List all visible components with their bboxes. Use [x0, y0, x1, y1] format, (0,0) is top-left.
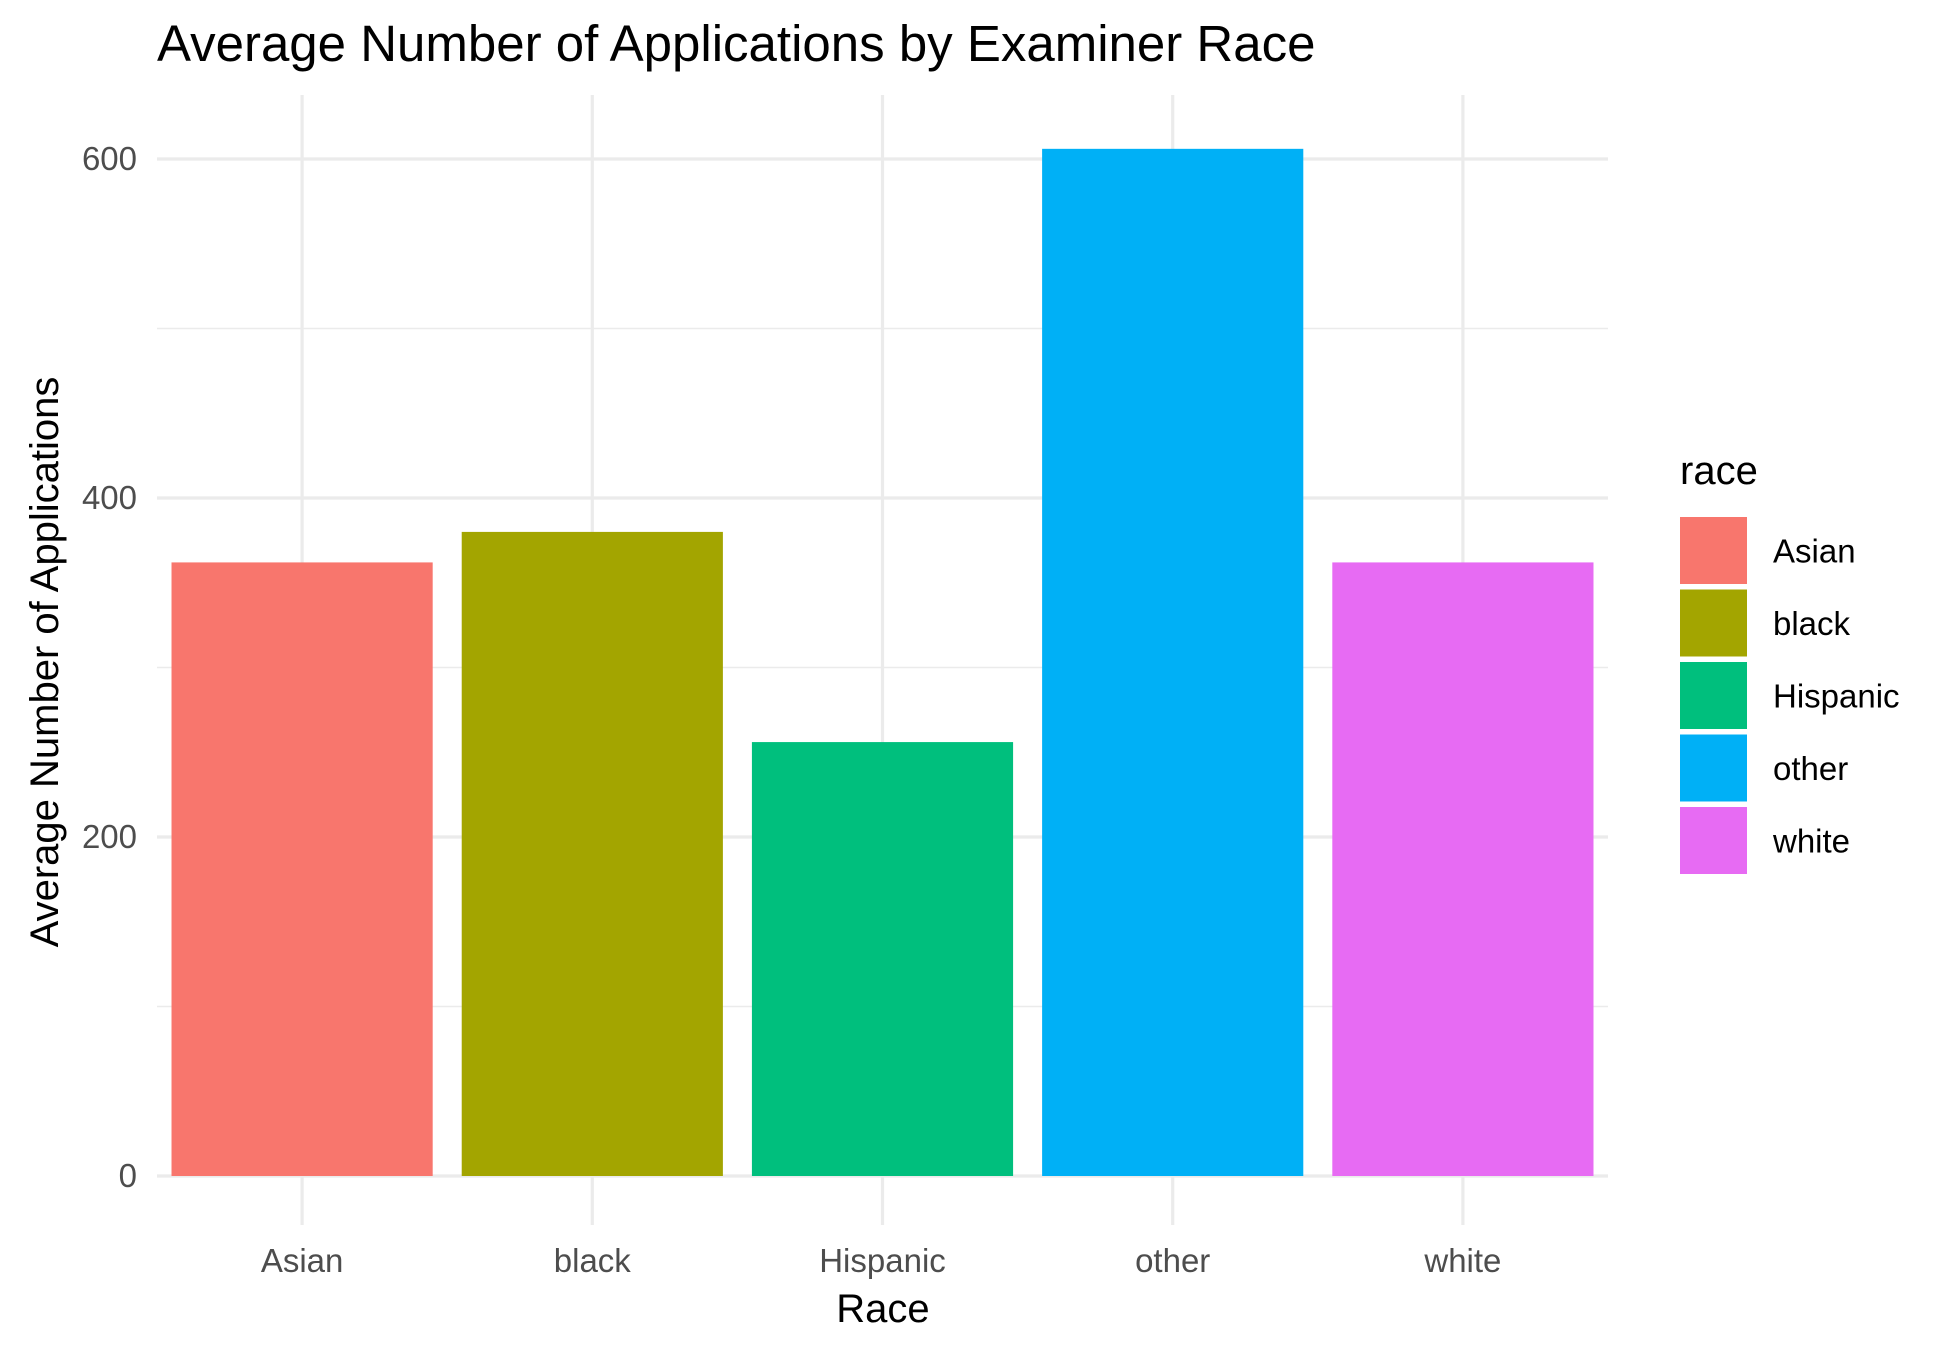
y-axis-ticks: 0 200 400 600: [82, 140, 137, 1194]
legend-key-black: [1680, 589, 1747, 657]
bar-white: [1332, 562, 1594, 1176]
legend-label: black: [1773, 605, 1851, 642]
bar-hispanic: [751, 742, 1014, 1176]
x-tick-label: white: [1423, 1242, 1501, 1279]
legend-key-white: [1680, 807, 1747, 874]
x-tick-label: Hispanic: [819, 1242, 946, 1279]
x-axis-ticks: Asian black Hispanic other white: [261, 1242, 1502, 1279]
x-tick-label: Asian: [261, 1242, 344, 1279]
x-axis-title: Race: [836, 1287, 929, 1331]
x-tick-label: other: [1135, 1242, 1210, 1279]
y-axis-title: Average Number of Applications: [23, 377, 67, 948]
bars: [171, 148, 1594, 1177]
y-tick-label: 200: [82, 818, 137, 855]
y-tick-label: 0: [119, 1157, 137, 1194]
y-tick-label: 400: [82, 479, 137, 516]
bar-black: [461, 531, 723, 1176]
bar-asian: [171, 562, 433, 1176]
legend-key-hispanic: [1680, 662, 1747, 729]
legend-label: white: [1772, 823, 1850, 860]
y-tick-label: 600: [82, 140, 137, 177]
legend-label: other: [1773, 750, 1848, 787]
bar-other: [1042, 148, 1304, 1177]
legend-label: Hispanic: [1773, 678, 1900, 715]
x-tick-label: black: [554, 1242, 632, 1279]
legend-label: Asian: [1773, 533, 1856, 570]
legend: race Asian black Hispanic other white: [1680, 449, 1900, 874]
legend-title: race: [1680, 449, 1758, 493]
chart-title: Average Number of Applications by Examin…: [157, 15, 1315, 72]
legend-key-asian: [1680, 517, 1747, 584]
legend-key-other: [1680, 734, 1747, 802]
